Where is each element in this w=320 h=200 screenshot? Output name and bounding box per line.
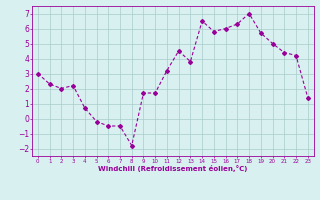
X-axis label: Windchill (Refroidissement éolien,°C): Windchill (Refroidissement éolien,°C): [98, 165, 247, 172]
